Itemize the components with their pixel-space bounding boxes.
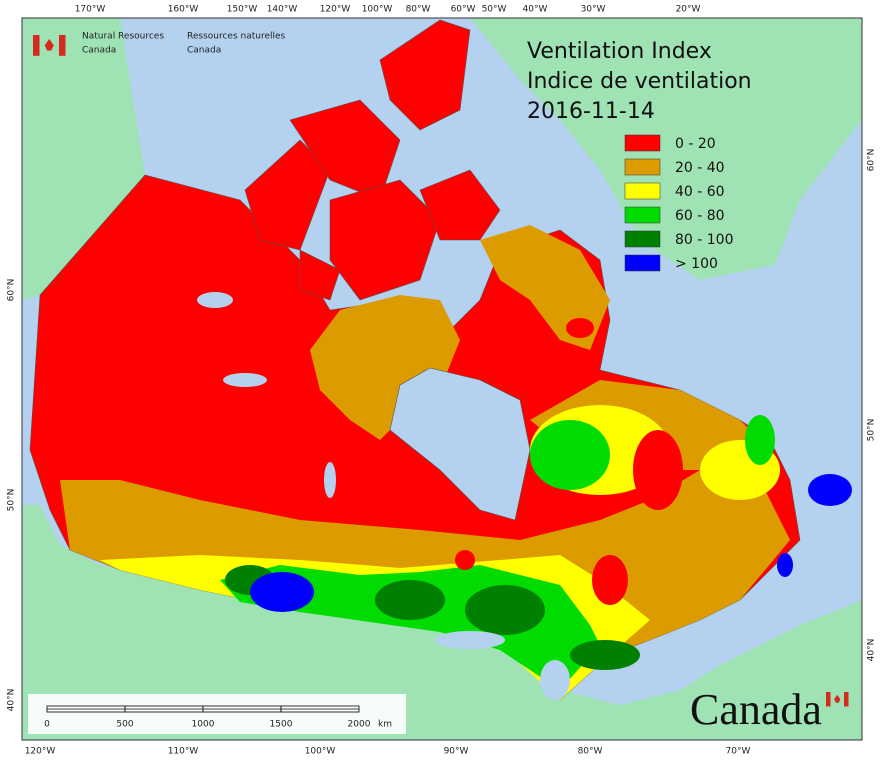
arctic-island: [379, 19, 471, 131]
red-spot: [592, 555, 628, 605]
scale-label: 0: [44, 720, 50, 730]
arctic-island: [289, 99, 401, 201]
top-graticule-label: 40°W: [523, 5, 548, 15]
flag-leaf: [44, 38, 54, 51]
arctic-island: [244, 139, 331, 251]
dgreen-3: [570, 640, 640, 670]
red-spot: [550, 370, 570, 390]
org-fr: Canada: [187, 46, 221, 56]
red-spot: [566, 318, 594, 338]
blue-3: [777, 553, 793, 577]
top-graticule-label: 50°W: [482, 5, 507, 15]
top-graticule-label: 120°W: [320, 5, 351, 15]
right-graticule-label: 60°N: [867, 149, 877, 172]
scale-label: 1000: [192, 720, 215, 730]
legend-label: 60 - 80: [675, 208, 725, 224]
top-graticule-label: 30°W: [581, 5, 606, 15]
arctic-island: [419, 169, 501, 241]
blue-2: [808, 474, 852, 506]
org-en: Natural Resources: [82, 32, 164, 42]
hudson-bay: [389, 367, 531, 521]
red-spot: [455, 550, 475, 570]
bottom-graticule-label: 100°W: [305, 747, 336, 757]
org-en: Canada: [82, 46, 116, 56]
legend-label: 40 - 60: [675, 184, 725, 200]
legend-swatch: [624, 230, 661, 248]
top-graticule-label: 80°W: [406, 5, 431, 15]
org-fr: Ressources naturelles: [187, 32, 286, 42]
dgreen-1: [375, 580, 445, 620]
scale-label: 2000: [348, 720, 371, 730]
wordmark: Canada: [690, 685, 822, 734]
legend-label: 80 - 100: [675, 232, 734, 248]
greenland: [470, 18, 862, 280]
top-graticule-label: 20°W: [676, 5, 701, 15]
dgreen-2: [465, 585, 545, 635]
orange-north: [310, 295, 460, 440]
legend-swatch: [624, 134, 661, 152]
flag-bar: [59, 35, 66, 56]
scale-bg: [28, 694, 406, 734]
lake-huron: [540, 660, 570, 700]
bottom-graticule-label: 120°W: [25, 747, 56, 757]
green-quebec: [530, 420, 610, 490]
flag-bar: [844, 692, 849, 707]
usa: [22, 505, 862, 740]
arctic-island: [329, 179, 441, 301]
top-graticule-label: 160°W: [168, 5, 199, 15]
map-layer: [22, 18, 862, 740]
scale-label: 500: [116, 720, 133, 730]
lake-slave: [223, 373, 267, 387]
bottom-graticule-label: 80°W: [578, 747, 603, 757]
bottom-graticule-label: 90°W: [444, 747, 469, 757]
left-graticule-label: 60°N: [7, 279, 17, 302]
legend-label: > 100: [675, 256, 718, 272]
top-graticule-label: 60°W: [451, 5, 476, 15]
legend-swatch: [624, 158, 661, 176]
green-east: [745, 415, 775, 465]
top-graticule-label: 150°W: [227, 5, 258, 15]
legend-swatch: [624, 182, 661, 200]
right-graticule-label: 50°N: [867, 419, 877, 442]
alaska: [22, 18, 145, 300]
arctic-island: [299, 249, 341, 301]
map-frame: [21, 17, 863, 741]
flag-leaf: [834, 694, 841, 703]
top-graticule-label: 140°W: [267, 5, 298, 15]
title: Ventilation Index: [527, 39, 712, 64]
title: Indice de ventilation: [527, 69, 752, 94]
bottom-graticule-label: 110°W: [168, 747, 199, 757]
scale-unit: km: [378, 720, 392, 730]
lake-winnipeg: [324, 462, 336, 498]
flag-bar: [33, 35, 40, 56]
right-graticule-label: 40°N: [867, 639, 877, 662]
lake-bear: [197, 292, 233, 308]
flag-bar: [826, 692, 831, 707]
top-graticule-label: 170°W: [75, 5, 106, 15]
top-graticule-label: 100°W: [362, 5, 393, 15]
bottom-graticule-label: 70°W: [726, 747, 751, 757]
legend-label: 20 - 40: [675, 160, 725, 176]
legend-label: 0 - 20: [675, 136, 716, 152]
lake-superior: [435, 631, 505, 649]
legend-swatch: [624, 254, 661, 272]
legend-swatch: [624, 206, 661, 224]
left-graticule-label: 50°N: [7, 489, 17, 512]
left-graticule-label: 40°N: [7, 689, 17, 712]
red-spot: [633, 430, 683, 510]
scale-label: 1500: [270, 720, 293, 730]
date: 2016-11-14: [527, 99, 655, 124]
blue-1: [250, 572, 314, 612]
